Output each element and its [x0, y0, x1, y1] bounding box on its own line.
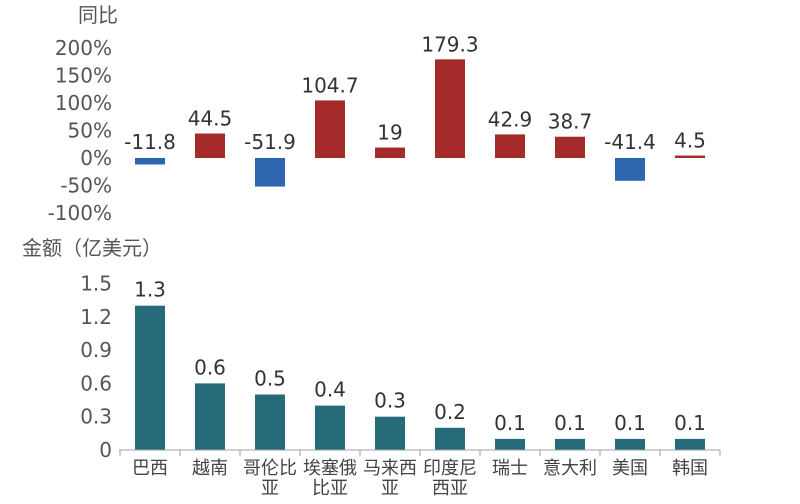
yoy-data-label: 42.9: [488, 107, 533, 131]
yoy-y-tick-label: 150%: [55, 64, 112, 88]
x-axis-label: 亚: [381, 478, 399, 499]
amount-bars: [135, 305, 705, 450]
amount-bar: [675, 438, 705, 450]
x-axis-label: 韩国: [672, 458, 708, 479]
amount-bar: [495, 438, 525, 450]
yoy-bar: [255, 158, 285, 187]
amount-bar: [255, 394, 285, 450]
amount-y-tick-label: 1.2: [80, 305, 112, 329]
yoy-bar: [615, 158, 645, 181]
amount-y-axis: 0 0.3 0.6 0.9 1.2 1.5: [80, 272, 112, 463]
amount-data-label: 0.1: [554, 411, 586, 435]
yoy-data-label: 38.7: [548, 110, 593, 134]
yoy-data-label: 44.5: [188, 107, 233, 131]
amount-bar: [195, 383, 225, 450]
yoy-y-axis: -100% -50% 0% 50% 100% 150% 200%: [48, 36, 112, 225]
x-axis-label: 巴西: [132, 458, 168, 479]
yoy-y-tick-label: -100%: [48, 201, 112, 225]
amount-data-label: 0.3: [374, 389, 406, 413]
x-axis-ticks: [119, 450, 721, 456]
amount-bar: [315, 405, 345, 450]
amount-chart: 金额（亿美元） 0 0.3 0.6 0.9 1.2 1.5 1.3 0.6 0.5 0.4 0.3…: [22, 236, 721, 499]
x-axis-label: 瑞士: [492, 458, 528, 479]
x-axis-label: 埃塞俄: [303, 458, 357, 479]
amount-data-label: 0.2: [434, 400, 466, 424]
amount-data-label: 0.4: [314, 378, 346, 402]
yoy-data-label: -11.8: [124, 130, 176, 154]
amount-data-labels: 1.3 0.6 0.5 0.4 0.3 0.2 0.1 0.1 0.1 0.1: [134, 278, 706, 435]
amount-y-tick-label: 0.3: [80, 405, 112, 429]
yoy-bars: [135, 59, 705, 187]
x-axis-label: 越南: [192, 458, 228, 479]
amount-bar: [555, 438, 585, 450]
amount-data-label: 1.3: [134, 278, 166, 302]
yoy-bar: [435, 59, 465, 159]
yoy-chart: 同比 -100%-50%0%50%100%150%200% -11.844.5-…: [48, 3, 706, 225]
yoy-data-label: 104.7: [301, 73, 358, 97]
yoy-bar: [675, 155, 705, 158]
amount-bar: [435, 427, 465, 450]
amount-data-label: 0.5: [254, 367, 286, 391]
yoy-bar: [195, 133, 225, 158]
x-axis-label: 意大利: [543, 458, 597, 479]
yoy-data-label: 4.5: [674, 129, 706, 153]
yoy-bar: [135, 158, 165, 165]
x-axis-label: 西亚: [432, 478, 468, 499]
yoy-y-tick-label: 200%: [55, 36, 112, 60]
amount-chart-title: 金额（亿美元）: [22, 236, 162, 260]
x-axis-label: 马来西: [363, 458, 417, 479]
yoy-data-label: -41.4: [604, 130, 656, 154]
amount-data-label: 0.1: [494, 411, 526, 435]
yoy-y-tick-label: -50%: [60, 174, 112, 198]
yoy-bar: [375, 147, 405, 158]
yoy-y-tick-label: 50%: [68, 119, 112, 143]
yoy-chart-title: 同比: [78, 3, 118, 27]
yoy-data-labels: -11.8 44.5 -51.9 104.7 19 179.3 42.9 38.7 -41.4 4…: [124, 32, 706, 154]
x-axis-label: 印度尼: [423, 458, 477, 479]
amount-y-tick-label: 0.6: [80, 371, 112, 395]
amount-bar: [135, 305, 165, 450]
yoy-bar: [315, 100, 345, 158]
yoy-y-tick-label: 100%: [55, 91, 112, 115]
yoy-bar: [495, 134, 525, 158]
amount-data-label: 0.1: [674, 411, 706, 435]
amount-y-tick-label: 1.5: [80, 272, 112, 296]
yoy-bar: [555, 136, 585, 158]
x-axis-label: 亚: [261, 478, 279, 499]
yoy-data-label: 19: [377, 121, 402, 145]
yoy-data-label: -51.9: [244, 130, 296, 154]
amount-bar: [375, 416, 405, 450]
x-axis-label: 比亚: [312, 478, 348, 499]
x-axis-label: 美国: [612, 458, 648, 479]
yoy-y-tick-label: 0%: [80, 146, 112, 170]
amount-data-label: 0.1: [614, 411, 646, 435]
amount-y-tick-label: 0: [99, 438, 112, 462]
x-axis-label: 哥伦比: [243, 458, 297, 479]
yoy-data-label: 179.3: [421, 32, 478, 56]
amount-bar: [615, 438, 645, 450]
amount-data-label: 0.6: [194, 355, 226, 379]
amount-y-tick-label: 0.9: [80, 338, 112, 362]
